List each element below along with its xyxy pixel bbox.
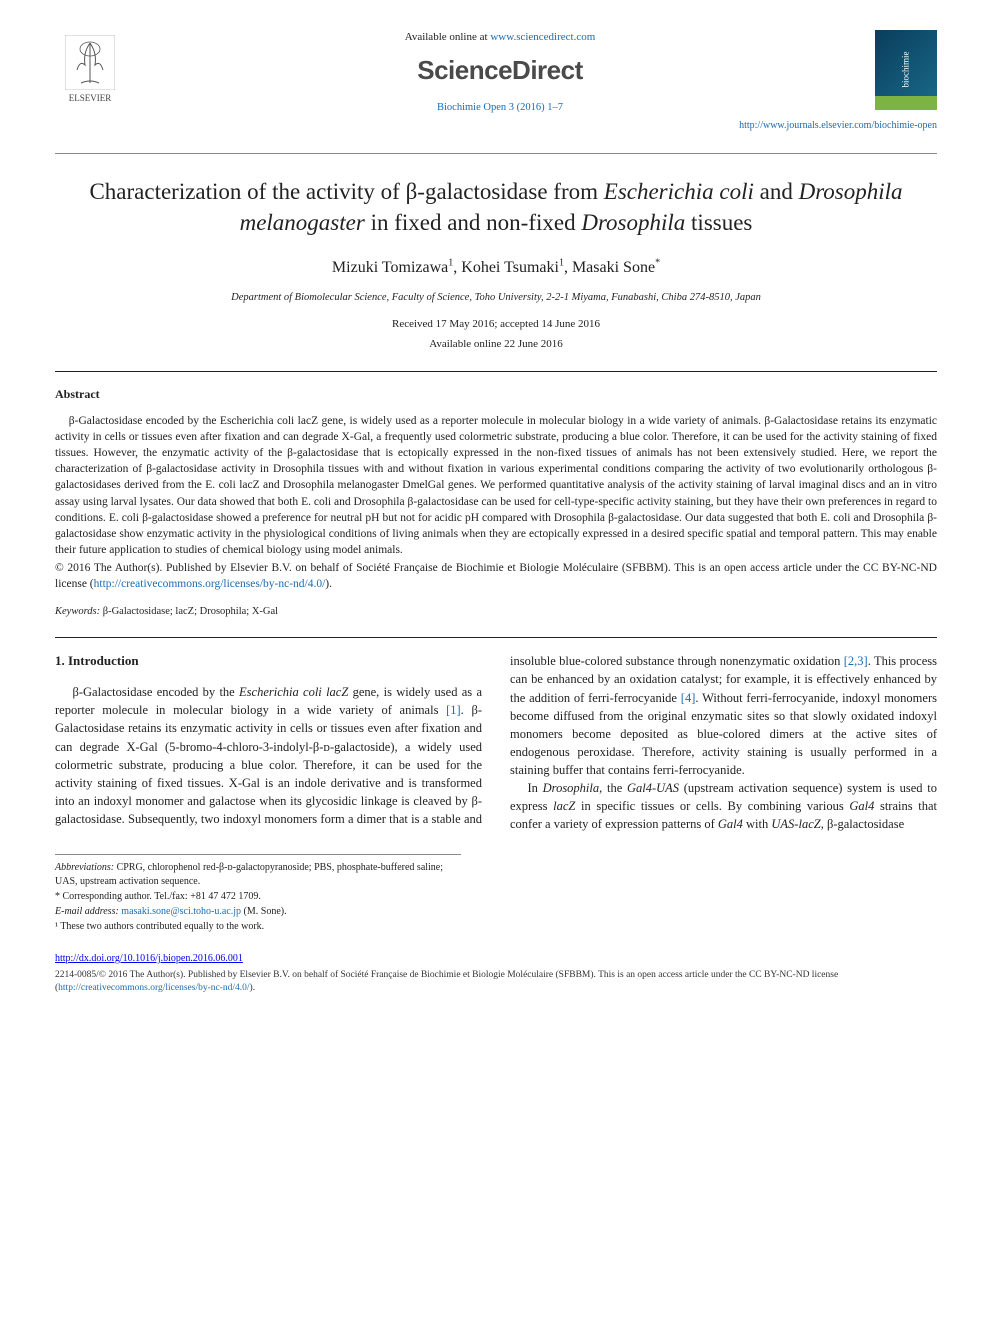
footnote-corresponding: * Corresponding author. Tel./fax: +81 47… bbox=[55, 890, 461, 904]
journal-homepage-url: http://www.journals.elsevier.com/biochim… bbox=[55, 119, 937, 134]
journal-reference: Biochimie Open 3 (2016) 1–7 bbox=[145, 100, 855, 115]
available-online-text: Available online at www.sciencedirect.co… bbox=[145, 30, 855, 46]
abstract-body: β-Galactosidase encoded by the Escherich… bbox=[55, 413, 937, 592]
footnote-abbreviations: Abbreviations: CPRG, chlorophenol red-β-… bbox=[55, 861, 461, 889]
article-title: Characterization of the activity of β-ga… bbox=[55, 176, 937, 238]
citation-link[interactable]: [1] bbox=[446, 703, 461, 717]
article-dates-received: Received 17 May 2016; accepted 14 June 2… bbox=[55, 317, 937, 333]
journal-cover-thumbnail: biochimie bbox=[875, 30, 937, 110]
center-header: Available online at www.sciencedirect.co… bbox=[125, 30, 875, 115]
cover-stripe bbox=[875, 96, 937, 110]
page-footer: http://dx.doi.org/10.1016/j.biopen.2016.… bbox=[55, 952, 937, 995]
body-columns: 1. Introduction β-Galactosidase encoded … bbox=[55, 652, 937, 833]
cc-license-link[interactable]: http://creativecommons.org/licenses/by-n… bbox=[94, 578, 326, 590]
abstract-heading: Abstract bbox=[55, 386, 937, 403]
author-list: Mizuki Tomizawa1, Kohei Tsumaki1, Masaki… bbox=[55, 256, 937, 279]
author: Masaki Sone* bbox=[572, 259, 660, 276]
sciencedirect-url-link[interactable]: www.sciencedirect.com bbox=[490, 31, 595, 43]
keywords-line: Keywords: β-Galactosidase; lacZ; Drosoph… bbox=[55, 604, 937, 619]
citation-link[interactable]: [4] bbox=[681, 691, 696, 705]
horizontal-rule bbox=[55, 637, 937, 638]
journal-homepage-link[interactable]: http://www.journals.elsevier.com/biochim… bbox=[739, 120, 937, 131]
cc-license-link-footer[interactable]: http://creativecommons.org/licenses/by-n… bbox=[58, 983, 249, 993]
article-title-block: Characterization of the activity of β-ga… bbox=[55, 153, 937, 352]
affiliation: Department of Biomolecular Science, Facu… bbox=[55, 290, 937, 305]
keywords-text: β-Galactosidase; lacZ; Drosophila; X-Gal bbox=[103, 606, 278, 617]
citation-link[interactable]: [2,3] bbox=[844, 654, 868, 668]
section-heading-intro: 1. Introduction bbox=[55, 652, 482, 671]
sciencedirect-brand: ScienceDirect bbox=[145, 52, 855, 90]
email-link[interactable]: masaki.sone@sci.toho-u.ac.jp bbox=[121, 906, 241, 917]
abstract-paragraph: β-Galactosidase encoded by the Escherich… bbox=[55, 413, 937, 558]
elsevier-logo: ELSEVIER bbox=[55, 30, 125, 110]
abstract-copyright: © 2016 The Author(s). Published by Elsev… bbox=[55, 560, 937, 592]
article-dates-online: Available online 22 June 2016 bbox=[55, 337, 937, 353]
journal-header: ELSEVIER Available online at www.science… bbox=[55, 30, 937, 115]
author: Kohei Tsumaki1 bbox=[461, 259, 564, 276]
footnotes-block: Abbreviations: CPRG, chlorophenol red-β-… bbox=[55, 854, 461, 934]
footnote-email: E-mail address: masaki.sone@sci.toho-u.a… bbox=[55, 905, 461, 919]
keywords-label: Keywords: bbox=[55, 606, 103, 617]
footer-copyright: 2214-0085/© 2016 The Author(s). Publishe… bbox=[55, 969, 937, 995]
doi-link[interactable]: http://dx.doi.org/10.1016/j.biopen.2016.… bbox=[55, 953, 243, 964]
author: Mizuki Tomizawa1 bbox=[332, 259, 453, 276]
doi-link-wrapper: http://dx.doi.org/10.1016/j.biopen.2016.… bbox=[55, 952, 937, 966]
elsevier-tree-icon bbox=[65, 35, 115, 90]
body-paragraph: In Drosophila, the Gal4-UAS (upstream ac… bbox=[510, 779, 937, 833]
footnote-equal-contribution: ¹ These two authors contributed equally … bbox=[55, 920, 461, 934]
elsevier-label: ELSEVIER bbox=[69, 92, 112, 105]
horizontal-rule bbox=[55, 371, 937, 372]
